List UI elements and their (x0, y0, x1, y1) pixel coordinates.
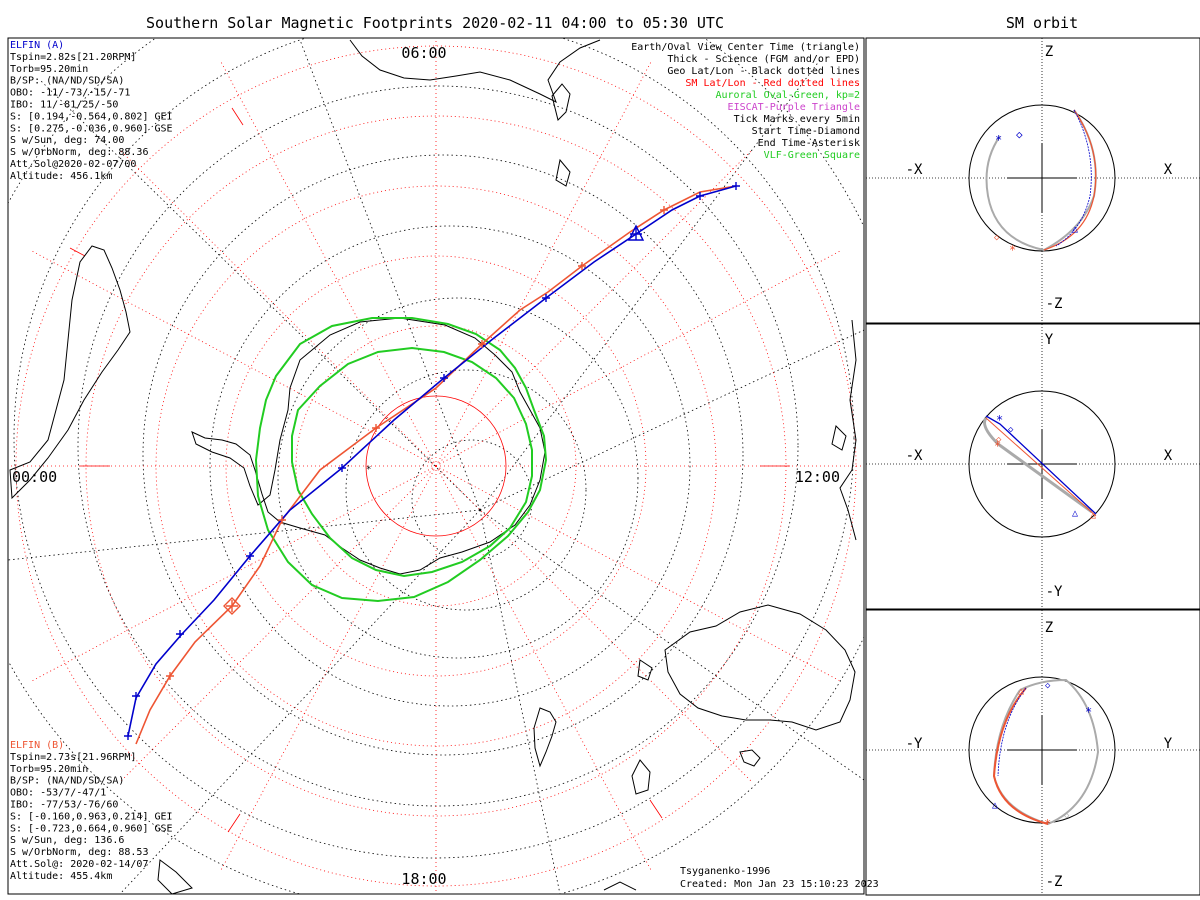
panel-3-right-label: Y (1164, 736, 1173, 752)
svg-text:*: * (1085, 705, 1092, 719)
svg-text:◇: ◇ (1016, 128, 1023, 141)
elfin-b-info-line: B/SP: (NA/ND/SD/SA) (10, 776, 124, 787)
legend: Earth/Oval View Center Time (triangle)Th… (631, 42, 860, 161)
auroral-oval (254, 317, 548, 603)
panel-3-left-label: -Y (906, 736, 923, 752)
svg-text:*: * (994, 439, 1001, 453)
elfin-a-info-line: ELFIN (A) (10, 40, 64, 51)
svg-text:△: △ (1072, 224, 1078, 235)
elfin-a-info-line: B/SP: (NA/ND/SD/SA) (10, 76, 124, 87)
svg-text:◇: ◇ (996, 435, 1002, 445)
coastlines (9, 39, 857, 894)
svg-text:◇: ◇ (1045, 681, 1051, 691)
elfin-a-info-line: Torb=95.20min (10, 64, 88, 75)
elfin-b-info-line: S w/OrbNorm, deg: 88.53 (10, 847, 148, 858)
svg-text:◇: ◇ (1008, 425, 1014, 435)
map-frame (7, 37, 865, 895)
panel-1-up-label: Z (1045, 44, 1053, 60)
orbit-panel-1-frame (865, 37, 1200, 324)
orbit-panel-xz: ◇ * * △ ◇ (866, 38, 1200, 323)
panel-1-right-label: X (1164, 162, 1173, 178)
auroral-oval-inner (291, 346, 533, 578)
panel-2-right-label: X (1164, 448, 1173, 464)
figure-title: Southern Solar Magnetic Footprints 2020-… (146, 14, 724, 32)
svg-text:*: * (996, 413, 1003, 427)
elfin-a-info-line: S: [0.275,-0.036,0.960] GSE (10, 123, 173, 134)
model-label: Tsyganenko-1996 (680, 866, 770, 877)
legend-entry-line: Auroral Oval-Green, kp=2 (716, 90, 861, 101)
orbit-panel-xy: * * △ △ ◇ ◇ (866, 324, 1200, 609)
legend-entry-line: SM Lat/Lon - Red dotted lines (685, 78, 860, 89)
elfin-b-info-line: Att.Sol@: 2020-02-14/07 (10, 859, 148, 870)
elfin-b-info: ELFIN (B)Tspin=2.73s[21.96RPM]Torb=95.20… (10, 740, 173, 882)
svg-text:*: * (995, 133, 1002, 147)
elfin-a-info-line: S w/OrbNorm, deg: 88.36 (10, 147, 148, 158)
panel-2-left-label: -X (906, 448, 923, 464)
panel-3-down-label: -Z (1046, 874, 1063, 890)
svg-text:*: * (1044, 817, 1051, 831)
clock-label-bottom: 18:00 (401, 870, 446, 888)
elfin-a-info: ELFIN (A)Tspin=2.82s[21.20RPM]Torb=95.20… (10, 40, 173, 182)
svg-text:*: * (1009, 243, 1016, 257)
legend-entry-line: Tick Marks every 5min (734, 114, 860, 125)
pole-marker: * (366, 465, 371, 475)
elfin-b-info-line: Tspin=2.73s[21.96RPM] (10, 752, 136, 763)
auroral-oval-outer (254, 317, 548, 603)
clock-label-right: 12:00 (795, 468, 840, 486)
orbit-panel-yz: △ ◇ * * △ ◇ (866, 610, 1200, 895)
legend-entry-line: Earth/Oval View Center Time (triangle) (631, 42, 860, 53)
elfin-a-ticks (124, 182, 740, 740)
legend-entry-line: Thick - Science (FGM and/or EPD) (667, 54, 860, 65)
legend-entry-line: VLF-Green Square (764, 150, 860, 161)
elfin-a-info-line: Tspin=2.82s[21.20RPM] (10, 52, 136, 63)
elfin-a-info-line: Altitude: 456.1km (10, 171, 112, 182)
panel-3-up-label: Z (1045, 620, 1053, 636)
elfin-a-info-line: IBO: 11/-81/25/-50 (10, 100, 118, 111)
orbit-panel-3-frame (865, 609, 1200, 896)
elfin-a-info-line: Att.Sol@2020-02-07/00 (10, 159, 136, 170)
elfin-b-info-line: S: [-0.160,0.963,0.214] GEI (10, 811, 173, 822)
clock-label-left: 00:00 (12, 468, 57, 486)
legend-entry-line: Geo Lat/Lon - Black dotted lines (667, 66, 860, 77)
polar-map: * (8, 38, 864, 894)
elfin-b-info-line: S: [-0.723,0.664,0.960] GSE (10, 823, 173, 834)
panel-1-left-label: -X (906, 162, 923, 178)
view-center-triangle (627, 224, 645, 241)
legend-entry-line: End Time-Asterisk (758, 138, 860, 149)
elfin-a-info-line: OBO: -11/-73/-15/-71 (10, 88, 130, 99)
legend-entry-line: EISCAT-Purple Triangle (728, 102, 860, 113)
svg-text:◇: ◇ (1064, 811, 1070, 821)
elfin-a-info-line: S w/Sun, deg: 74.00 (10, 135, 124, 146)
panel-2-down-label: -Y (1046, 584, 1063, 600)
legend-entry-line: Start Time-Diamond (752, 126, 860, 137)
svg-text:△: △ (1090, 510, 1096, 521)
elfin-a-track (127, 185, 737, 737)
elfin-b-start-diamond (223, 597, 241, 615)
svg-text:◇: ◇ (994, 233, 1000, 243)
svg-text:△: △ (1018, 686, 1024, 697)
svg-text:△: △ (992, 800, 998, 811)
svg-text:△: △ (1072, 508, 1078, 519)
elfin-b-info-line: Altitude: 455.4km (10, 871, 112, 882)
elfin-b-info-line: OBO: -53/7/-47/1 (10, 788, 106, 799)
orbit-title: SM orbit (1006, 14, 1078, 32)
panel-1-down-label: -Z (1046, 296, 1063, 312)
panel-2-up-label: Y (1045, 332, 1054, 348)
elfin-b-ticks (166, 206, 668, 680)
elfin-b-info-line: S w/Sun, deg: 136.6 (10, 835, 124, 846)
elfin-b-info-line: Torb=95.20min (10, 764, 88, 775)
created-label: Created: Mon Jan 23 15:10:23 2023 (680, 879, 879, 890)
elfin-b-info-line: ELFIN (B) (10, 740, 64, 751)
orbit-panel-2-frame (865, 323, 1200, 610)
sm-hour-ticks (69, 107, 790, 833)
elfin-a-info-line: S: [0.194,-0.564,0.802] GEI (10, 111, 173, 122)
elfin-b-info-line: IBO: -77/53/-76/60 (10, 800, 118, 811)
clock-label-top: 06:00 (401, 44, 446, 62)
